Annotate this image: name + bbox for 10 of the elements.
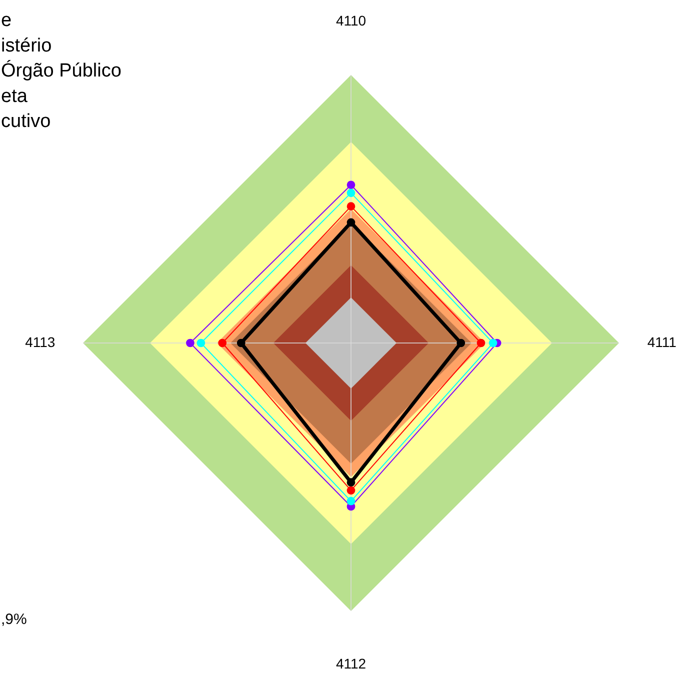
spoke-label: 4112 [336,656,366,672]
text: eta [1,86,28,107]
spoke-label: 4113 [25,334,56,350]
spoke-label: 4110 [336,12,366,28]
text: cutivo [1,111,51,132]
text: e [1,10,12,31]
text: istério [1,35,52,56]
text: Órgão Público [1,60,122,82]
text: ,9% [1,611,27,628]
spoke-label: 4111 [647,334,677,350]
